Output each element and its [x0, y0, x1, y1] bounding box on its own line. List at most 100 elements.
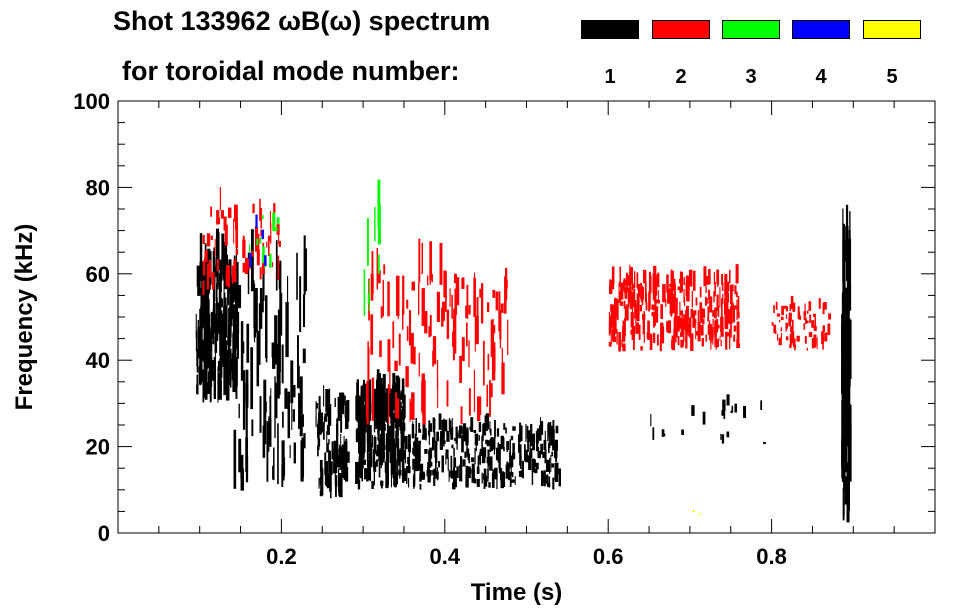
spectral-mark-n2 [716, 338, 719, 346]
spectral-mark-n1 [547, 442, 550, 454]
spectral-mark-n1 [514, 476, 516, 485]
spectral-mark-n1 [551, 425, 554, 439]
spectral-mark-n2 [653, 320, 655, 328]
spectral-mark-n1 [385, 459, 389, 482]
spectral-mark-n2 [792, 302, 796, 312]
spectral-mark-n1 [470, 417, 474, 432]
spectral-mark-n2 [719, 336, 721, 341]
spectral-mark-n1 [489, 421, 491, 433]
spectral-mark-n1 [726, 394, 730, 406]
spectral-mark-n1 [363, 459, 366, 465]
spectral-mark-n2 [418, 238, 421, 283]
spectral-mark-n2 [389, 365, 391, 394]
spectral-mark-n1 [521, 460, 524, 479]
spectral-mark-n1 [418, 422, 421, 432]
spectral-mark-n1 [272, 465, 274, 480]
spectral-mark-n1 [424, 448, 428, 454]
spectral-mark-n1 [359, 417, 362, 432]
spectral-mark-n1 [402, 428, 405, 453]
spectral-mark-n1 [379, 418, 382, 431]
spectral-mark-n2 [629, 267, 633, 285]
spectral-mark-n1 [842, 487, 845, 521]
spectral-mark-n1 [237, 285, 242, 309]
spectral-mark-n2 [703, 266, 707, 287]
spectral-mark-n2 [468, 388, 471, 416]
spectral-mark-n1 [250, 347, 254, 410]
spectral-mark-n1 [419, 463, 424, 480]
legend-swatch-1 [581, 20, 639, 39]
spectral-mark-n1 [415, 461, 419, 465]
spectral-mark-n2 [683, 297, 686, 307]
spectral-mark-n1 [681, 429, 684, 435]
spectral-mark-n1 [426, 469, 429, 477]
spectral-mark-n1 [224, 241, 226, 276]
spectral-mark-n1 [540, 421, 544, 435]
spectral-mark-n2 [651, 304, 655, 310]
spectral-mark-n3 [377, 254, 380, 274]
spectral-mark-n1 [734, 403, 738, 413]
spectral-mark-n2 [611, 266, 615, 285]
spectral-mark-n2 [700, 324, 704, 336]
spectral-mark-n2 [726, 281, 730, 292]
spectral-mark-n2 [216, 210, 220, 225]
spectral-mark-n1 [377, 404, 380, 411]
spectral-mark-n1 [491, 472, 495, 488]
spectral-mark-n2 [737, 295, 740, 316]
spectral-mark-n2 [202, 234, 205, 245]
spectral-mark-n2 [483, 340, 485, 386]
spectral-mark-n1 [511, 472, 514, 478]
spectral-mark-n1 [558, 470, 561, 478]
spectral-mark-n2 [705, 286, 707, 293]
spectral-mark-n1 [337, 461, 339, 467]
spectral-mark-n1 [318, 396, 321, 419]
spectral-mark-n1 [530, 423, 533, 437]
spectral-mark-n1 [845, 225, 849, 262]
spectral-mark-n1 [427, 430, 430, 435]
spectral-mark-n1 [448, 469, 450, 482]
spectral-mark-n1 [435, 472, 439, 479]
spectral-mark-n2 [733, 334, 736, 342]
spectral-mark-n1 [432, 417, 435, 433]
spectral-mark-n2 [609, 279, 612, 288]
spectral-mark-n1 [363, 379, 365, 397]
spectral-mark-n1 [266, 421, 269, 482]
spectral-mark-n1 [238, 403, 240, 419]
spectral-mark-n1 [259, 396, 262, 433]
spectral-mark-n2 [659, 339, 662, 352]
spectral-mark-n1 [555, 462, 559, 475]
spectral-mark-n1 [509, 439, 511, 458]
spectral-mark-n1 [691, 405, 695, 416]
spectral-mark-n2 [714, 333, 716, 348]
spectral-mark-n1 [228, 307, 232, 347]
spectral-mark-n2 [643, 269, 647, 284]
spectral-mark-n2 [408, 310, 412, 346]
spectral-mark-n1 [242, 370, 246, 430]
spectral-mark-n2 [812, 340, 814, 347]
spectral-mark-n2 [705, 275, 709, 285]
spectral-mark-n1 [315, 401, 317, 428]
spectral-mark-n2 [737, 343, 740, 348]
spectral-mark-n2 [778, 337, 782, 346]
spectral-mark-n1 [456, 466, 459, 478]
spectral-mark-n2 [737, 323, 739, 337]
spectral-mark-n1 [473, 429, 477, 434]
spectral-mark-n1 [300, 440, 304, 482]
spectral-mark-n1 [331, 441, 334, 460]
spectral-mark-n2 [677, 318, 682, 329]
spectral-mark-n2 [814, 336, 817, 348]
spectral-mark-n2 [613, 313, 617, 331]
spectral-mark-n1 [303, 433, 306, 449]
spectral-mark-n2 [680, 339, 684, 348]
spectral-mark-n1 [373, 461, 377, 472]
spectral-mark-n1 [479, 448, 483, 456]
spectral-mark-n1 [293, 442, 296, 464]
region-n1-early-burst [195, 228, 239, 403]
spectral-mark-n2 [660, 304, 664, 319]
spectral-mark-n2 [823, 302, 827, 310]
spectral-mark-n1 [401, 449, 405, 460]
spectral-mark-n1 [407, 458, 410, 471]
spectral-mark-n2 [495, 291, 498, 311]
spectral-mark-n2 [677, 286, 681, 291]
spectral-mark-n2 [679, 278, 681, 284]
spectral-mark-n2 [673, 294, 676, 312]
